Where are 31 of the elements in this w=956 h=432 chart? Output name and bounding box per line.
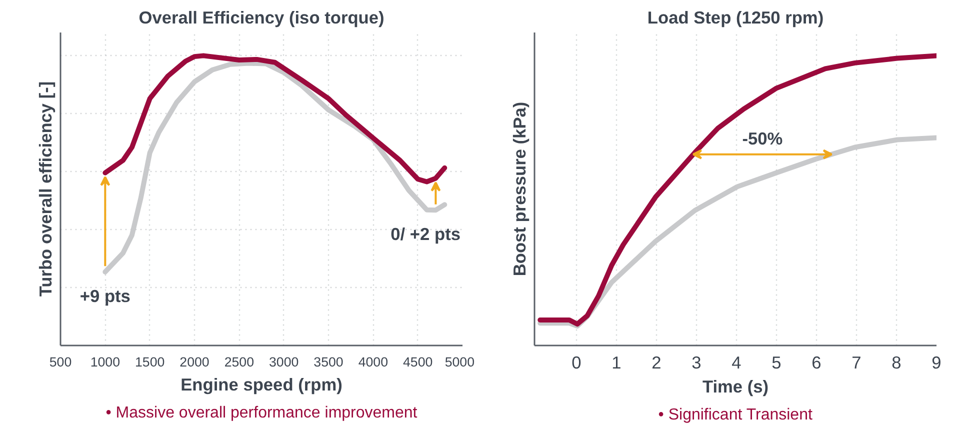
x-tick-label: 4000 [358,354,388,370]
x-tick-label: 1000 [90,354,120,370]
x-tick-label: 5 [772,352,782,372]
chart-title: Load Step (1250 rpm) [647,8,824,28]
x-tick-label: 2000 [180,354,210,370]
x-tick-label: 2 [652,352,662,372]
x-tick-label: 0 [572,352,582,372]
x-tick-label: 8 [892,352,902,372]
x-tick-label: 3 [692,352,702,372]
text: • Massive overall performance improvement [106,404,418,422]
x-tick-label: 500 [49,354,72,370]
x-tick-label: 2500 [224,354,254,370]
x-axis-title: Engine speed (rpm) [180,374,342,394]
x-tick-label: 9 [932,352,942,372]
x-tick-label: 6 [812,352,822,372]
x-tick-label: 3000 [269,354,299,370]
x-tick-label: 4500 [403,354,433,370]
x-tick-label: 7 [852,352,862,372]
x-tick-label: 1500 [135,354,165,370]
y-axis-title: Boost pressure (kPa) [510,102,530,276]
x-axis-title: Time (s) [702,376,769,396]
chart-title: Overall Efficiency (iso torque) [138,8,384,28]
annotation: -50% [742,128,783,148]
annotation: 0/ +2 pts [390,224,461,244]
x-tick-label: 5000 [444,354,475,370]
y-axis-title: Turbo overall efficiency [-] [36,81,56,297]
x-tick-label: 4 [732,352,742,372]
text: • Significant Transient [658,406,813,424]
x-tick-label: 1 [612,352,622,372]
annotation: +9 pts [80,286,130,306]
x-tick-label: 3500 [314,354,344,370]
